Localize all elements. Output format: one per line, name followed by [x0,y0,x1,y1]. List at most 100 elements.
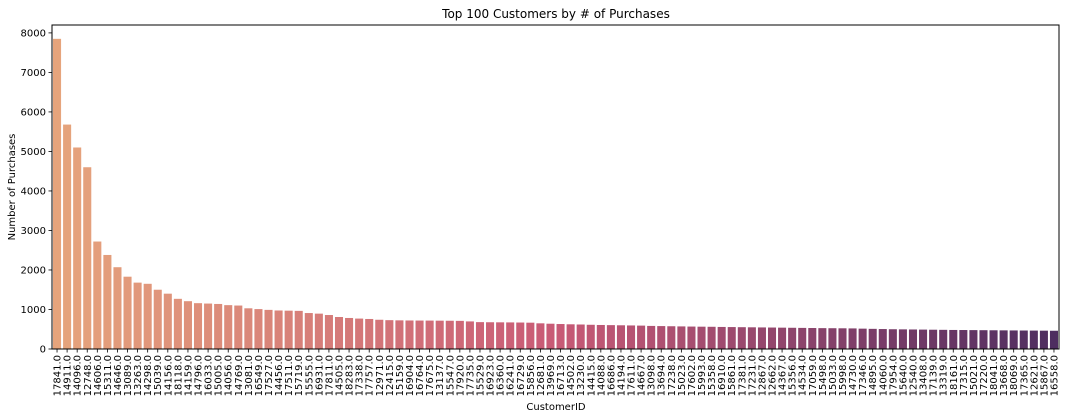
x-tick-label: 15005.0 [214,355,225,396]
bar [596,324,605,349]
x-tick-label: 14769.0 [234,355,245,396]
x-tick-label: 18041.0 [989,355,1000,396]
x-tick-label: 17139.0 [929,355,940,396]
bar [606,325,615,349]
x-tick-label: 16686.0 [606,355,617,396]
x-tick-label: 15998.0 [838,355,849,396]
x-tick-label: 17675.0 [425,355,436,396]
bar [929,329,938,349]
x-tick-label: 15867.0 [1039,355,1050,396]
bar [304,313,313,349]
y-tick-label: 3000 [21,226,46,237]
x-tick-label: 15358.0 [707,355,718,396]
y-axis: 0 1000 2000 3000 4000 5000 6000 7000 8000 [21,28,52,356]
x-tick-label: 15356.0 [788,355,799,396]
x-tick-label: 14156.0 [163,355,174,396]
bar [475,322,485,349]
x-axis: 17841.0 14911.0 14096.0 12748.0 14606.0 15311… [53,349,1060,396]
x-tick-label: 14096.0 [73,355,84,396]
bar [365,318,374,349]
bar [838,328,847,349]
x-tick-label: 15640.0 [898,355,909,396]
bar [193,303,203,349]
y-tick-label: 0 [40,345,46,356]
bar [667,326,676,349]
bar [687,326,696,349]
x-tick-label: 13137.0 [435,355,446,396]
bar [798,327,807,349]
x-tick-label: 17757.0 [365,355,376,396]
bar [294,310,303,349]
x-tick-label: 15529.0 [475,355,486,396]
x-tick-label: 17841.0 [53,355,64,396]
bar [496,322,505,349]
x-tick-label: 17381.0 [737,355,748,396]
bar [83,167,92,349]
x-tick-label: 13319.0 [939,355,950,396]
bar [324,315,333,349]
x-tick-label: 15856.0 [526,355,537,396]
x-tick-label: 12662.0 [768,355,779,396]
y-tick-label: 5000 [21,147,46,158]
bar [486,322,495,349]
bar [526,322,535,349]
bar [204,303,213,349]
x-tick-label: 14911.0 [63,355,74,396]
x-axis-title: CustomerID [526,402,586,413]
bar [244,308,253,349]
bar [516,322,525,349]
y-tick-label: 8000 [21,28,46,39]
x-tick-label: 17735.0 [465,355,476,396]
bar [264,309,273,349]
bar [989,330,998,349]
bar [1009,330,1018,349]
bar [234,305,243,349]
bar [868,328,877,349]
y-axis-title: Number of Purchases [7,134,18,241]
x-tick-label: 16729.0 [516,355,527,396]
bar [546,323,555,349]
x-tick-label: 16558.0 [1049,355,1060,396]
x-tick-label: 13263.0 [133,355,144,396]
x-tick-label: 16910.0 [717,355,728,396]
bar [949,329,958,349]
x-tick-label: 13081.0 [244,355,255,396]
plot-frame [51,24,1060,350]
x-tick-label: 15547.0 [445,355,456,396]
bar [314,313,323,349]
y-tick-label: 1000 [21,305,46,316]
bar [1039,330,1048,349]
bar [657,326,666,349]
x-tick-label: 15159.0 [395,355,406,396]
x-tick-label: 14056.0 [224,355,235,396]
x-tick-label: 12540.0 [908,355,919,396]
bar [858,328,867,349]
x-tick-label: 14646.0 [113,355,124,396]
x-tick-label: 12681.0 [536,355,547,396]
bar [143,283,152,349]
bar [999,330,1008,349]
x-tick-label: 13694.0 [657,355,668,396]
x-tick-label: 15039.0 [153,355,164,396]
bar [133,282,142,349]
bar [576,324,585,349]
bar [1019,330,1028,349]
x-tick-label: 15719.0 [294,355,305,396]
x-tick-label: 16033.0 [204,355,215,396]
bar [969,330,978,349]
bar [747,327,756,349]
bar [1049,330,1058,349]
bar [586,324,595,349]
bar [415,320,424,349]
bar [334,317,344,349]
x-tick-label: 14456.0 [274,355,285,396]
bar [637,325,646,349]
bar [375,319,384,349]
bar [385,320,394,349]
bar [274,310,283,349]
bar [113,267,122,349]
x-tick-label: 13098.0 [647,355,658,396]
bar [616,325,625,349]
x-tick-label: 14298.0 [143,355,154,396]
